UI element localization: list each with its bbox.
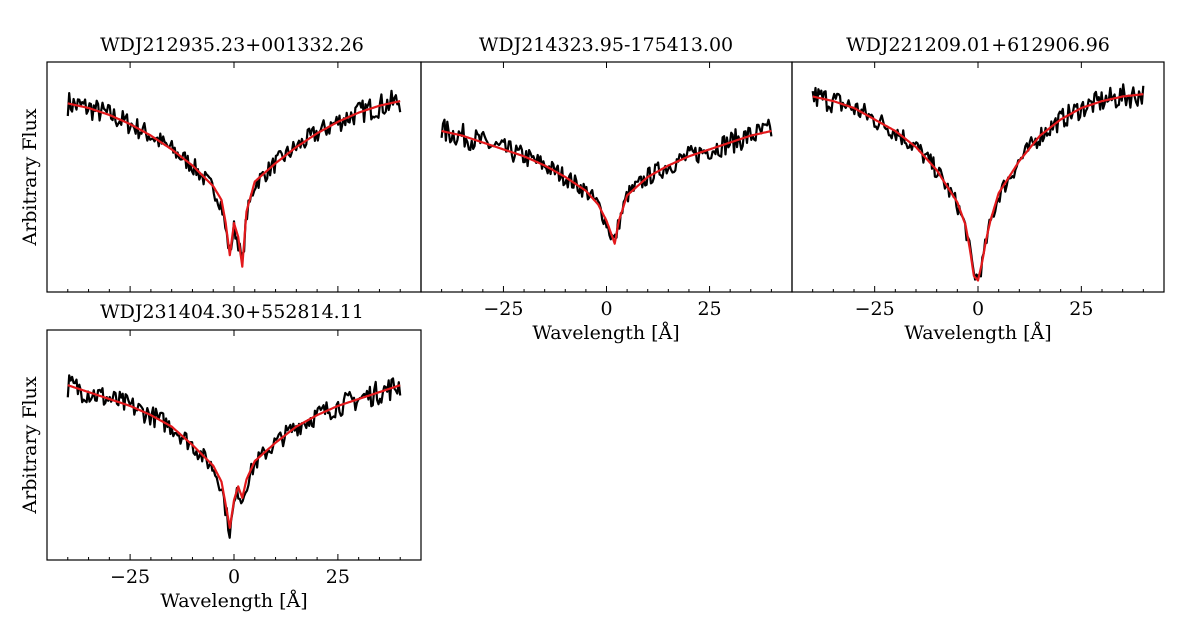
x-tick-label: 25 — [697, 298, 721, 320]
x-tick-label: 0 — [228, 566, 240, 588]
panel-2-marks: −25 0 25 — [440, 62, 773, 320]
panel-1-marks — [66, 62, 402, 292]
observed-spectrum — [66, 89, 402, 258]
x-tick-label: 0 — [972, 298, 984, 320]
panel-title: WDJ221209.01+612906.96 — [846, 34, 1110, 56]
observed-spectrum — [66, 374, 402, 539]
panel-4: WDJ231404.30+552814.11 Arbitrary Flux Wa… — [19, 301, 422, 612]
panel-3: WDJ221209.01+612906.96 Wavelength [Å] — [791, 34, 1165, 344]
panel-3-marks: −25 0 25 — [811, 62, 1145, 320]
x-axis-label: Wavelength [Å] — [532, 322, 679, 344]
model-fit — [812, 93, 1144, 282]
panel-title: WDJ231404.30+552814.11 — [100, 301, 364, 323]
x-tick-label: −25 — [483, 298, 523, 320]
chart-marks: −25 0 25 −25 0 25 −25 0 25 — [66, 62, 1145, 588]
panel-title: WDJ214323.95-175413.00 — [479, 34, 733, 56]
axes-frame — [46, 329, 422, 561]
axes-frame — [420, 61, 793, 293]
x-tick-label: −25 — [855, 298, 895, 320]
panel-1: WDJ212935.23+001332.26 Arbitrary Flux — [19, 34, 422, 293]
axes-frame — [46, 61, 422, 293]
x-axis-label: Wavelength [Å] — [904, 322, 1051, 344]
x-tick-label: 0 — [600, 298, 612, 320]
x-tick-label: 25 — [326, 566, 350, 588]
x-tick-label: −25 — [110, 566, 150, 588]
model-fit — [67, 384, 401, 529]
y-axis-label: Arbitrary Flux — [19, 376, 41, 514]
y-axis-label: Arbitrary Flux — [19, 108, 41, 246]
x-axis-label: Wavelength [Å] — [160, 590, 307, 612]
panel-4-marks: −25 0 25 — [66, 330, 402, 588]
model-fit — [441, 129, 772, 245]
x-tick-label: 25 — [1069, 298, 1093, 320]
panel-title: WDJ212935.23+001332.26 — [100, 34, 364, 56]
model-fit — [67, 100, 401, 268]
